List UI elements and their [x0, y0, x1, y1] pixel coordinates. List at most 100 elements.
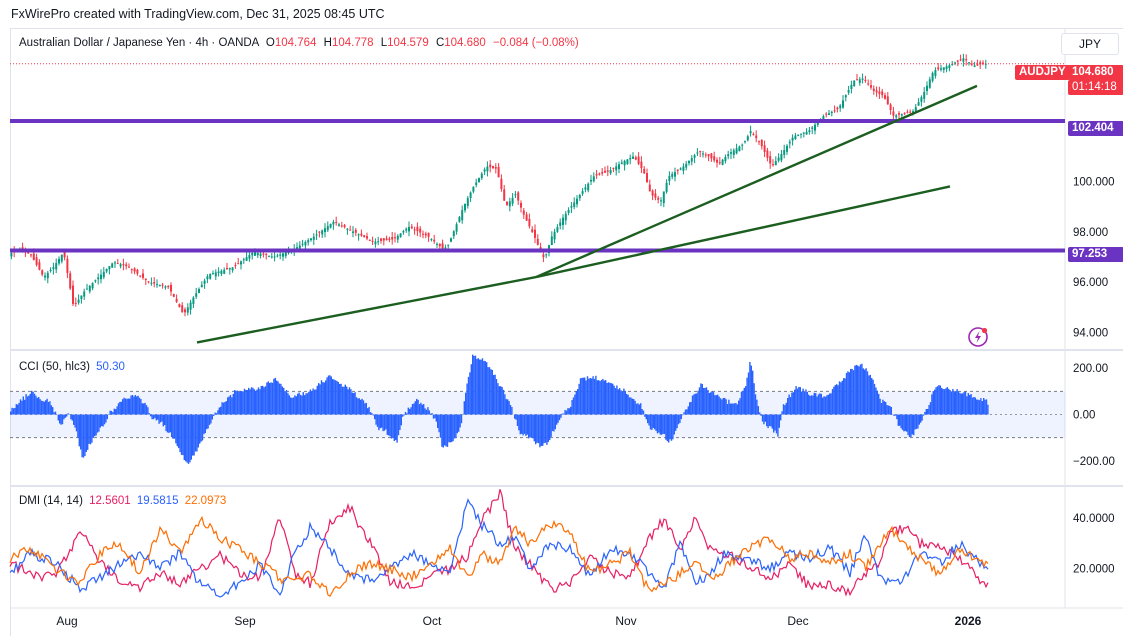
- candle-body: [523, 210, 525, 214]
- candle-body: [108, 266, 110, 269]
- cci-bar: [648, 415, 649, 426]
- cci-bar: [245, 390, 246, 415]
- candle-body: [772, 164, 774, 165]
- candle-body: [864, 80, 866, 81]
- candle-body: [304, 242, 306, 245]
- cci-bar: [480, 360, 481, 415]
- candle-body: [170, 285, 172, 292]
- cci-bar: [636, 404, 637, 415]
- candle-body: [358, 234, 360, 235]
- trend-line[interactable]: [536, 186, 950, 277]
- cci-bar: [678, 415, 679, 425]
- candle-body: [436, 244, 438, 245]
- lightning-alert-icon[interactable]: [969, 328, 987, 346]
- cci-bar: [353, 393, 354, 414]
- cci-bar: [843, 378, 844, 414]
- cci-bar: [476, 359, 477, 415]
- cci-bar: [168, 415, 169, 433]
- dmi-value-2: 19.5815: [137, 495, 179, 507]
- candle-body: [646, 173, 648, 182]
- cci-bar: [304, 395, 305, 414]
- candle-body: [677, 170, 679, 171]
- cci-bar: [616, 385, 617, 414]
- cci-bar: [865, 368, 866, 414]
- cci-bar: [280, 384, 281, 415]
- cci-bar: [833, 387, 834, 415]
- dmi-tick-label: 40.0000: [1073, 513, 1115, 525]
- cci-bar: [445, 415, 446, 447]
- cci-bar: [331, 376, 332, 414]
- cci-bar: [821, 394, 822, 415]
- candle-body: [117, 263, 119, 264]
- cci-bar: [794, 390, 795, 415]
- candle-body: [145, 279, 147, 280]
- cci-bar: [499, 386, 500, 414]
- cci-bar: [524, 415, 525, 434]
- cci-bar: [549, 415, 550, 441]
- cci-bar: [951, 391, 952, 414]
- trend-line[interactable]: [197, 277, 536, 342]
- cci-bar: [609, 383, 610, 415]
- cci-bar: [885, 402, 886, 414]
- cci-bar: [413, 403, 414, 414]
- cci-bar: [238, 392, 239, 415]
- cci-bar: [319, 384, 320, 414]
- cci-bar: [133, 397, 134, 415]
- cci-bar: [728, 400, 729, 415]
- cci-bar: [450, 415, 451, 443]
- cci-bar: [968, 393, 969, 414]
- cci-bar: [689, 402, 690, 414]
- cci-bar: [940, 385, 941, 414]
- cci-bar: [773, 415, 774, 433]
- cci-bar: [298, 393, 299, 415]
- cci-bar: [618, 389, 619, 414]
- cci-bar: [839, 381, 840, 414]
- cci-bar: [492, 370, 493, 415]
- cci-bar: [917, 415, 918, 429]
- candle-body: [134, 268, 136, 271]
- cci-bar: [801, 392, 802, 415]
- candle-body: [464, 204, 466, 211]
- cci-bar: [814, 393, 815, 415]
- cci-bar: [97, 415, 98, 433]
- cci-bar: [864, 370, 865, 415]
- candle-body: [265, 254, 267, 255]
- cci-bar: [682, 415, 683, 416]
- cci-bar: [230, 395, 231, 414]
- candle-body: [607, 170, 609, 171]
- trend-line[interactable]: [536, 86, 977, 277]
- cci-bar: [972, 398, 973, 415]
- cci-bar: [909, 415, 910, 437]
- currency-button[interactable]: JPY: [1061, 33, 1119, 55]
- candle-body: [44, 276, 46, 278]
- cci-bar: [104, 415, 105, 425]
- candle-body: [699, 151, 701, 152]
- dmi-series-line: [10, 500, 988, 597]
- cci-bar: [132, 395, 133, 415]
- cci-bar: [273, 379, 274, 415]
- cci-bar: [482, 358, 483, 414]
- candle-body: [100, 275, 102, 280]
- cci-bar: [787, 398, 788, 415]
- cci-bar: [571, 400, 572, 415]
- cci-bar: [877, 391, 878, 415]
- candle-body: [932, 73, 934, 81]
- cci-bar: [849, 372, 850, 414]
- candle-body: [276, 255, 278, 256]
- candle-body: [705, 155, 707, 156]
- cci-bar: [947, 387, 948, 414]
- cci-bar: [808, 395, 809, 415]
- price-tick-label: 94.000: [1073, 327, 1108, 339]
- cci-bar: [200, 415, 201, 442]
- cci-bar: [115, 409, 116, 414]
- candle-body: [786, 146, 788, 152]
- candle-body: [730, 152, 732, 154]
- cci-bar: [189, 415, 190, 463]
- cci-bar: [769, 415, 770, 427]
- candle-body: [335, 222, 337, 223]
- cci-bar: [557, 415, 558, 423]
- candle-body: [461, 210, 463, 220]
- candle-body: [794, 136, 796, 139]
- cci-bar: [620, 390, 621, 414]
